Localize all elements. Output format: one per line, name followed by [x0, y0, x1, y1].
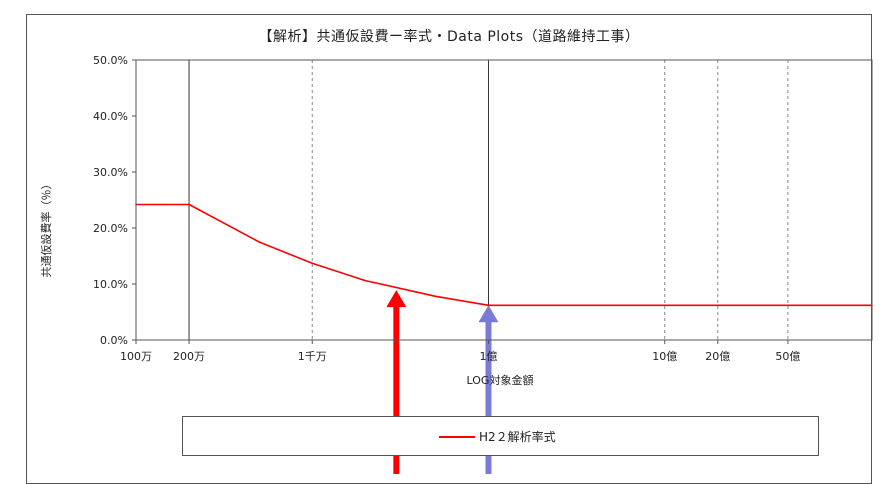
x-tick-label: 1千万 — [298, 350, 327, 363]
chart-frame — [26, 14, 872, 484]
x-tick-label: 100万 — [120, 350, 152, 363]
chart-title: 【解析】共通仮設費ー率式・Data Plots（道路維持工事） — [258, 29, 640, 45]
x-tick-label: 10億 — [652, 350, 677, 363]
x-tick-label: 1億 — [479, 350, 497, 363]
legend-swatch — [439, 436, 475, 438]
y-tick-label: 50.0% — [93, 54, 128, 67]
data-point — [487, 304, 490, 307]
y-axis-label: 共通仮設費率（％） — [39, 179, 53, 278]
x-axis-label: LOG対象金額 — [467, 373, 534, 387]
y-tick-label: 10.0% — [93, 278, 128, 291]
data-point — [663, 304, 666, 307]
legend: H2２解析率式 — [182, 416, 819, 456]
plot-border — [135, 59, 873, 341]
annotation-arrow — [478, 305, 499, 474]
x-tick-label: 200万 — [173, 350, 205, 363]
series-line — [136, 203, 872, 307]
y-tick-label: 0.0% — [100, 334, 128, 347]
y-tick-label: 30.0% — [93, 166, 128, 179]
y-tick-label: 40.0% — [93, 110, 128, 123]
arrow-head — [478, 305, 499, 323]
data-point — [311, 262, 314, 265]
x-tick-label: 20億 — [705, 350, 730, 363]
legend-label: H2２解析率式 — [479, 430, 556, 444]
arrow-head — [386, 290, 407, 308]
annotation-arrow — [386, 290, 407, 474]
arrow-shaft — [393, 304, 400, 474]
data-point — [434, 295, 437, 298]
plot-area: 0.0% 10.0% 20.0% 30.0% 40.0% 50.0% 100万 200万 1千万… — [39, 54, 873, 474]
arrow-shaft — [485, 319, 492, 474]
data-point — [188, 203, 190, 206]
data-point — [258, 241, 260, 243]
y-tick-label: 20.0% — [93, 222, 128, 235]
data-point — [364, 279, 367, 282]
x-tick-label: 50億 — [775, 350, 800, 363]
